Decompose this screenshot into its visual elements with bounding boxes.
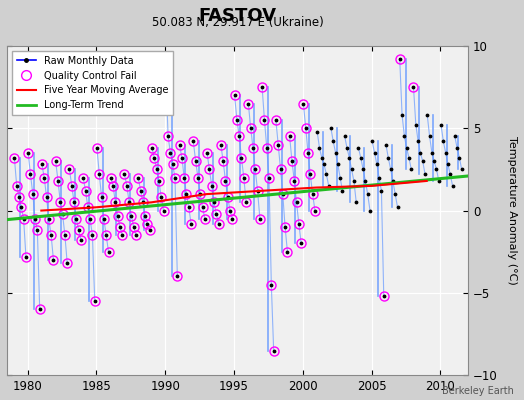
Legend: Raw Monthly Data, Quality Control Fail, Five Year Moving Average, Long-Term Tren: Raw Monthly Data, Quality Control Fail, … [12,51,173,115]
Text: Berkeley Earth: Berkeley Earth [442,386,514,396]
Y-axis label: Temperature Anomaly (°C): Temperature Anomaly (°C) [507,136,517,285]
Title: FASTOV: FASTOV [199,7,277,25]
Text: 50.083 N, 29.917 E (Ukraine): 50.083 N, 29.917 E (Ukraine) [151,16,323,30]
